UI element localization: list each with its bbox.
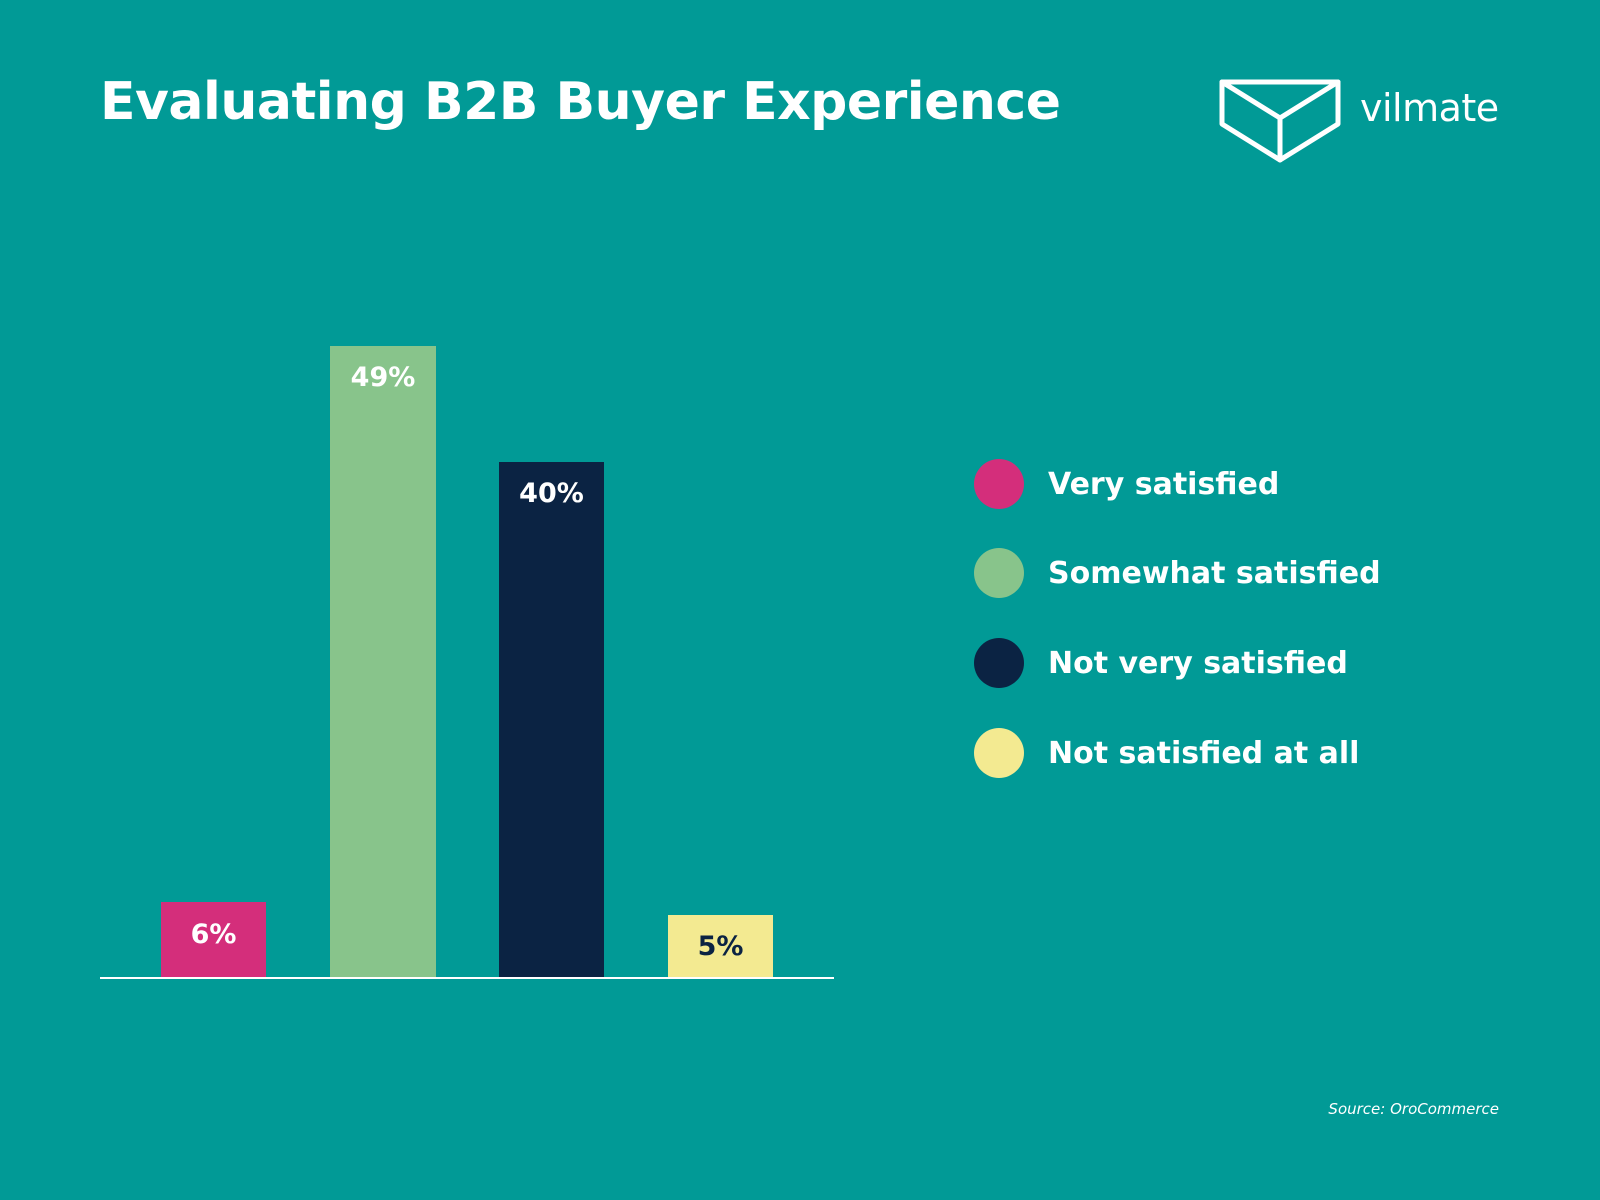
bar-not-very-satisfied: 40% (499, 462, 604, 978)
bar-very-satisfied: 6% (161, 902, 266, 978)
legend-item-very-satisfied: Very satisfied (974, 459, 1279, 509)
chart-title: Evaluating B2B Buyer Experience (100, 72, 1061, 132)
legend-label: Very satisfied (1048, 466, 1280, 502)
bar-not-satisfied-at-all: 5% (668, 915, 773, 978)
bar-value-label: 5% (697, 931, 744, 962)
vilmate-envelope-logo-icon (1219, 79, 1341, 163)
bar-value-label: 49% (350, 362, 416, 393)
bar-value-label: 6% (190, 919, 237, 950)
legend-label: Somewhat satisfied (1048, 555, 1381, 591)
legend-label: Not satisfied at all (1048, 735, 1360, 771)
legend-swatch-icon (974, 638, 1024, 688)
legend-swatch-icon (974, 459, 1024, 509)
legend-label: Not very satisfied (1048, 645, 1348, 681)
x-axis-line (100, 977, 834, 979)
bar-somewhat-satisfied: 49% (330, 346, 436, 978)
legend-item-not-satisfied-at-all: Not satisfied at all (974, 728, 1359, 778)
legend-item-somewhat-satisfied: Somewhat satisfied (974, 548, 1381, 598)
brand-name: vilmate (1360, 86, 1499, 130)
legend-swatch-icon (974, 548, 1024, 598)
source-note: Source: OroCommerce (1328, 1100, 1499, 1118)
bar-value-label: 40% (519, 478, 584, 509)
legend-item-not-very-satisfied: Not very satisfied (974, 638, 1348, 688)
legend-swatch-icon (974, 728, 1024, 778)
